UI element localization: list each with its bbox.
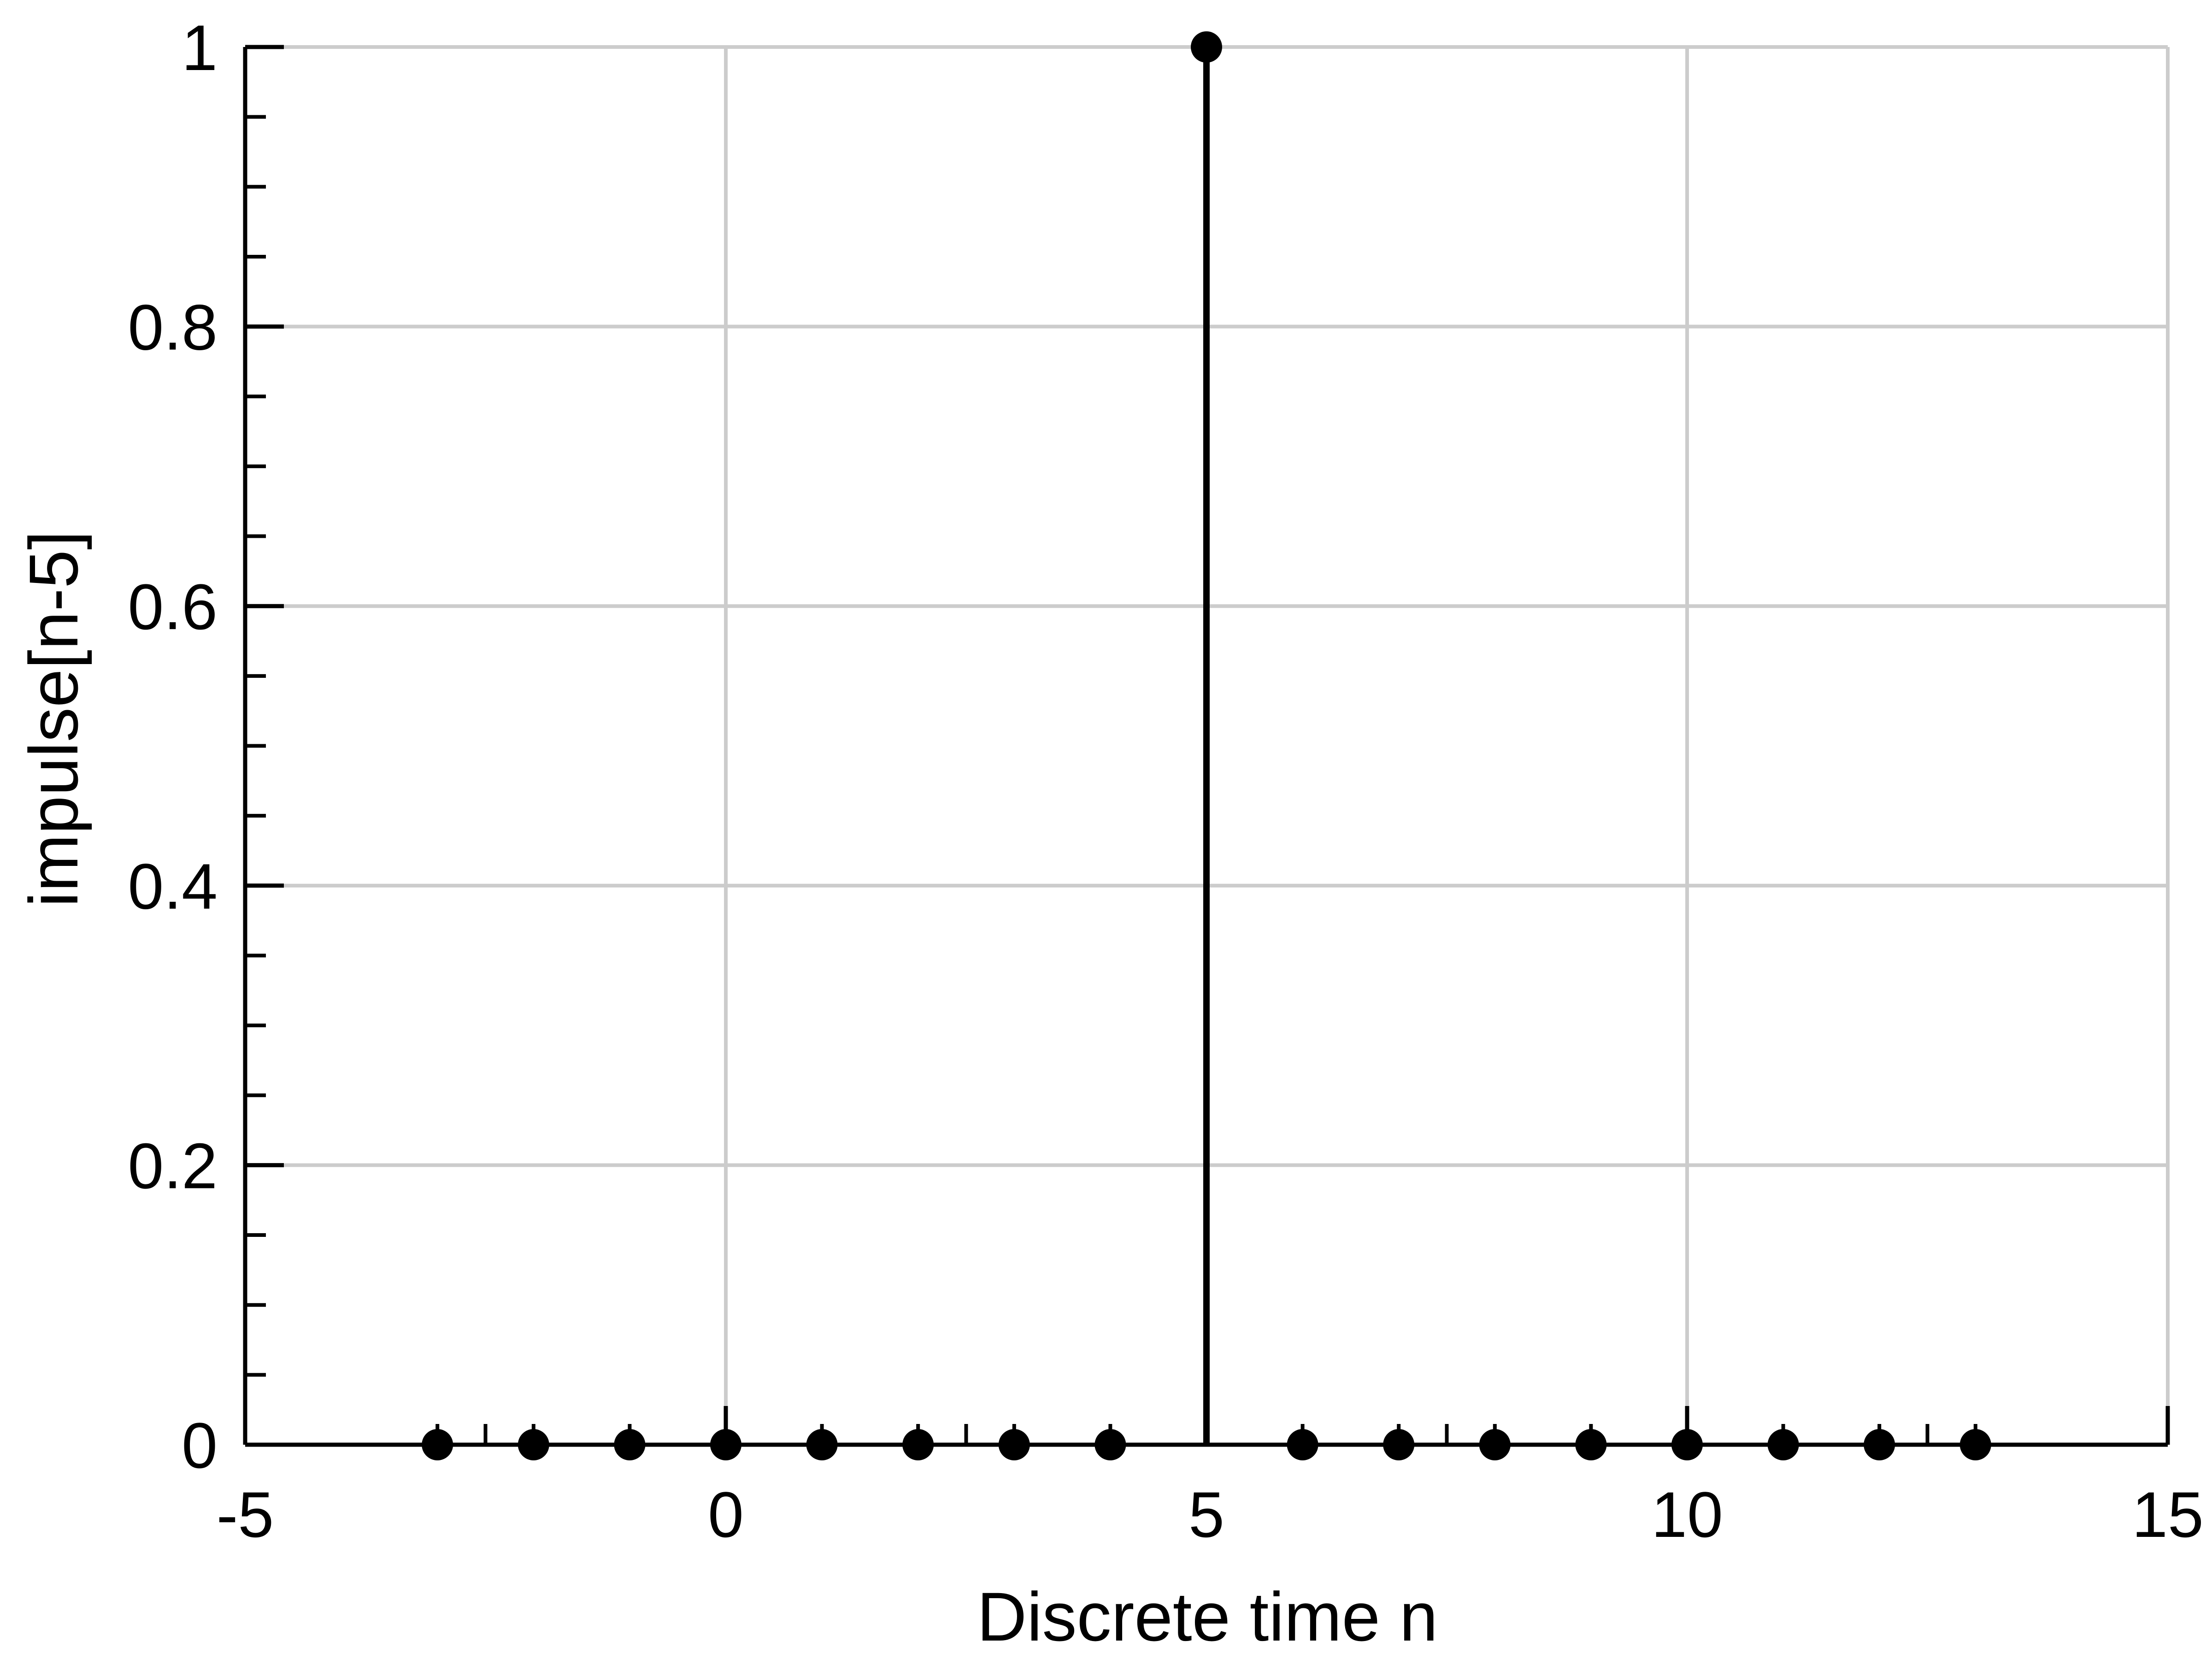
stem-marker [1767,1429,1799,1460]
stems [422,31,1991,1460]
y-tick-label: 0.8 [128,291,218,364]
x-tick-label: -5 [217,1478,274,1551]
y-axis-label: impulse[n-5] [15,530,92,907]
stem-marker [1575,1429,1607,1460]
y-tick-label: 0.2 [128,1130,218,1202]
x-tick-label: 5 [1188,1478,1224,1551]
stem-marker [998,1429,1030,1460]
stem-marker [902,1429,934,1460]
x-tick-label: 10 [1651,1478,1723,1551]
stem-marker [1959,1429,1991,1460]
stem-marker [806,1429,838,1460]
stem-marker [1094,1429,1126,1460]
stem-marker [614,1429,646,1460]
stem-marker [1671,1429,1703,1460]
stem-marker [710,1429,741,1460]
x-tick-label: 0 [708,1478,744,1551]
stem-marker [1191,31,1222,63]
y-tick-label: 0.6 [128,571,218,643]
stem-marker [1287,1429,1318,1460]
stem-marker [1479,1429,1511,1460]
stem-marker [422,1429,453,1460]
x-tick-label: 15 [2132,1478,2204,1551]
stem-marker [1864,1429,1895,1460]
stem-marker [1383,1429,1415,1460]
stem-marker [518,1429,549,1460]
y-tick-label: 1 [182,12,218,84]
y-tick-label: 0.4 [128,850,218,923]
y-tick-label: 0 [182,1409,218,1482]
x-axis-label: Discrete time n [977,1578,1438,1655]
